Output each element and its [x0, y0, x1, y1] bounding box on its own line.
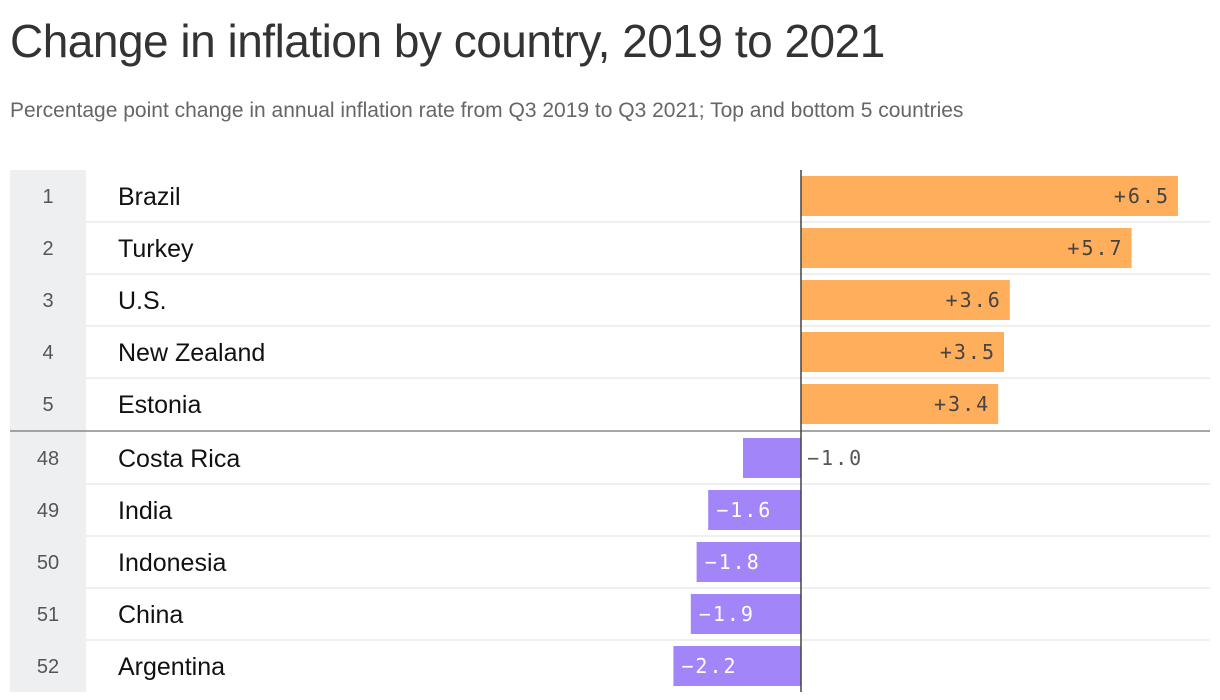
- bar: [708, 490, 801, 530]
- country-label: Estonia: [118, 391, 201, 419]
- rank-label: 52: [37, 656, 59, 678]
- bar: [801, 176, 1178, 216]
- rank-label: 51: [37, 604, 59, 626]
- value-label: −1.8: [705, 550, 761, 574]
- bar: [801, 384, 999, 424]
- rank-label: 50: [37, 552, 59, 574]
- rank-label: 1: [42, 186, 53, 208]
- rank-label: 3: [42, 290, 53, 312]
- bar: [801, 332, 1004, 372]
- country-label: Costa Rica: [118, 445, 240, 473]
- value-label: −1.0: [807, 446, 863, 470]
- bar: [673, 646, 801, 686]
- bar: [743, 438, 801, 478]
- country-label: Indonesia: [118, 549, 227, 577]
- country-label: India: [118, 497, 172, 525]
- country-label: Brazil: [118, 183, 181, 211]
- bar: [696, 542, 801, 582]
- country-label: China: [118, 601, 183, 629]
- chart-subtitle: Percentage point change in annual inflat…: [10, 99, 964, 122]
- value-label: +3.6: [946, 288, 1002, 312]
- chart-title: Change in inflation by country, 2019 to …: [10, 15, 885, 67]
- value-label: −2.2: [681, 654, 737, 678]
- rank-label: 49: [37, 500, 59, 522]
- value-label: −1.6: [716, 498, 772, 522]
- bar: [801, 228, 1132, 268]
- country-label: U.S.: [118, 287, 167, 315]
- value-label: +3.4: [934, 392, 990, 416]
- value-label: +6.5: [1114, 184, 1170, 208]
- rank-label: 4: [42, 342, 53, 364]
- value-label: −1.9: [699, 602, 755, 626]
- bar: [801, 280, 1010, 320]
- rank-label: 48: [37, 448, 59, 470]
- country-label: Argentina: [118, 653, 225, 681]
- value-label: +5.7: [1067, 236, 1123, 260]
- rank-label: 2: [42, 238, 53, 260]
- country-label: Turkey: [118, 235, 194, 263]
- bar: [690, 594, 801, 634]
- rank-label: 5: [42, 394, 53, 416]
- value-label: +3.5: [940, 340, 996, 364]
- country-label: New Zealand: [118, 339, 265, 367]
